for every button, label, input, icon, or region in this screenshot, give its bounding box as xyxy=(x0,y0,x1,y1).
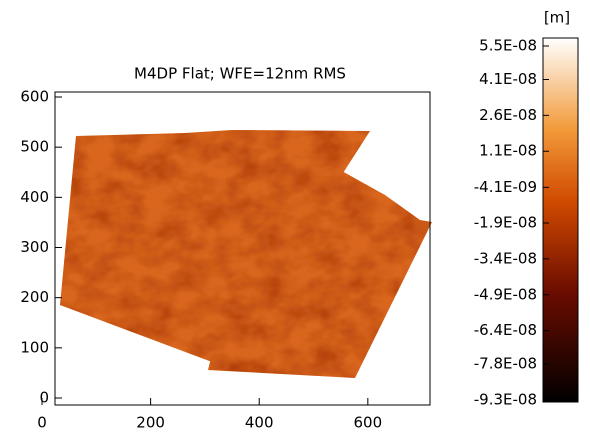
y-tick-label: 300 xyxy=(20,238,49,256)
chart-title: M4DP Flat; WFE=12nm RMS xyxy=(134,65,346,83)
y-tick-label: 500 xyxy=(20,138,49,156)
x-tick-label: 0 xyxy=(37,414,47,432)
y-tick-label: 400 xyxy=(20,188,49,206)
colorbar-tick-label: 5.5E-08 xyxy=(479,37,537,55)
colorbar-tick-label: -1.9E-08 xyxy=(474,214,537,232)
x-tick-label: 200 xyxy=(136,414,165,432)
colorbar-tick-label: -3.4E-08 xyxy=(474,249,537,267)
colorbar-label: [m] xyxy=(544,9,570,27)
colorbar-tick-label: 2.6E-08 xyxy=(479,106,537,124)
y-tick-label: 100 xyxy=(20,338,49,356)
colorbar-tick-label: -4.9E-08 xyxy=(474,285,537,303)
plot-frame xyxy=(54,91,431,406)
x-tick-label: 600 xyxy=(354,414,383,432)
surface xyxy=(60,130,432,378)
y-tick-label: 600 xyxy=(20,88,49,106)
x-tick-label: 400 xyxy=(245,414,274,432)
colorbar-tick-label: 4.1E-08 xyxy=(479,70,537,88)
colorbar-tick-label: -4.1E-09 xyxy=(474,178,537,196)
y-tick-label: 200 xyxy=(20,288,49,306)
colorbar-tick-label: -9.3E-08 xyxy=(474,391,537,409)
colorbar-tick-label: -7.8E-08 xyxy=(474,355,537,373)
colorbar-tick-label: -6.4E-08 xyxy=(474,321,537,339)
colorbar-tick-label: 1.1E-08 xyxy=(479,142,537,160)
y-tick-label: 0 xyxy=(39,389,49,407)
colorbar xyxy=(542,37,579,403)
